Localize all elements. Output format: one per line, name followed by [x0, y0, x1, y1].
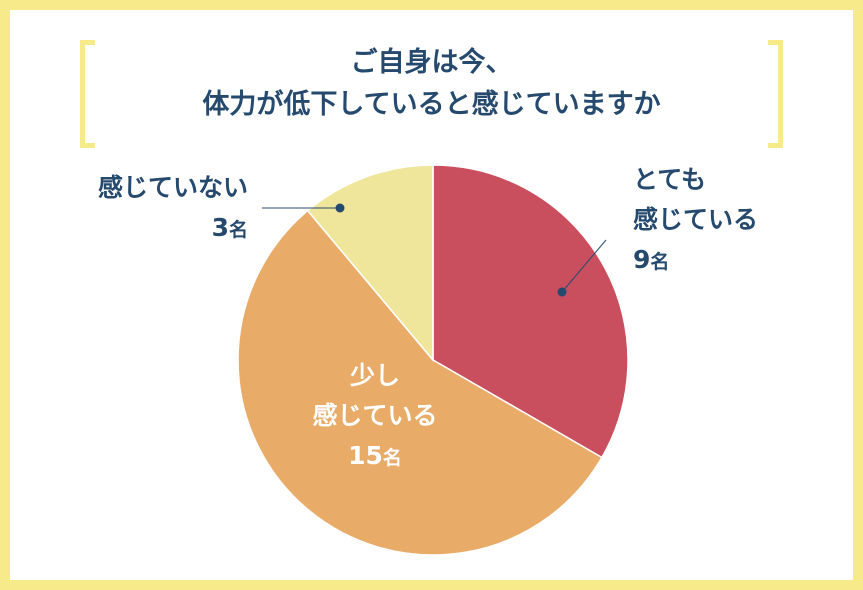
label-very: とても 感じている 9名 [633, 160, 758, 282]
label-not-value: 3 [211, 213, 229, 242]
label-somewhat-line1: 少し [349, 361, 400, 390]
leader-not-dot [335, 203, 345, 213]
leader-very-line [561, 239, 607, 293]
unit: 名 [228, 219, 248, 241]
label-very-line1: とても [633, 165, 707, 194]
label-somewhat: 少し 感じている 15名 [290, 356, 460, 478]
slice-somewhat [237, 209, 603, 556]
label-somewhat-line2: 感じている [312, 401, 438, 430]
label-very-value: 9 [633, 245, 651, 274]
unit: 名 [650, 251, 670, 273]
right-bracket [768, 40, 783, 148]
leader-very-dot [557, 287, 567, 297]
label-not-line1: 感じていない [97, 173, 248, 202]
chart-title: ご自身は今、 体力が低下していると感じていますか [100, 42, 763, 126]
label-somewhat-value: 15 [348, 441, 383, 470]
unit: 名 [382, 447, 402, 469]
left-bracket [80, 40, 95, 148]
label-very-line2: 感じている [633, 205, 759, 234]
title-line-2: 体力が低下していると感じていますか [202, 89, 661, 120]
title-line-1: ご自身は今、 [350, 47, 513, 78]
slice-not [306, 164, 434, 363]
slice-very [432, 164, 629, 459]
label-not: 感じていない 3名 [48, 168, 248, 250]
